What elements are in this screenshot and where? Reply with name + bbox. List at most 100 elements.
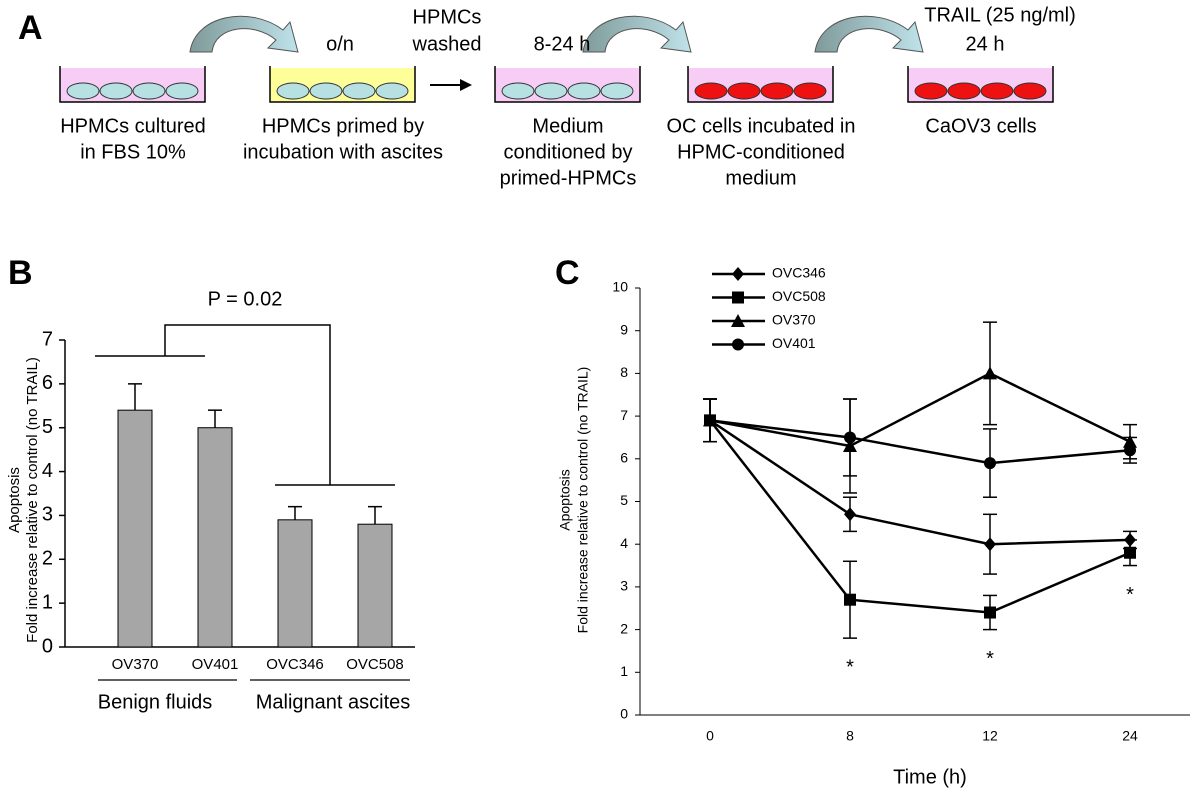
note: 24 h bbox=[966, 33, 1005, 55]
step-label: in FBS 10% bbox=[80, 141, 186, 163]
significance-mark: * bbox=[846, 656, 854, 678]
marker bbox=[1124, 444, 1136, 457]
step-label: OC cells incubated in bbox=[667, 115, 856, 137]
bar bbox=[197, 427, 233, 648]
x-tick-label: 24 bbox=[1122, 728, 1138, 744]
y-tick-label: 6 bbox=[620, 450, 628, 466]
legend-marker bbox=[732, 338, 744, 351]
y-tick-label: 10 bbox=[612, 279, 628, 295]
legend-label: OVC508 bbox=[772, 288, 826, 304]
y-tick-label: 5 bbox=[620, 492, 628, 508]
step-label: CaOV3 cells bbox=[925, 115, 1036, 137]
marker bbox=[844, 593, 856, 606]
dish-wall bbox=[687, 66, 834, 103]
y-tick-label: 3 bbox=[620, 578, 628, 594]
panel-a: A o/n HPMCs washed 8-24 h TRAIL (25 ng/m… bbox=[18, 4, 1076, 189]
marker bbox=[1124, 546, 1136, 559]
significance-mark: * bbox=[1126, 584, 1134, 606]
step-label: conditioned by bbox=[504, 141, 633, 163]
dish-wall bbox=[907, 66, 1054, 103]
legend-label: OVC346 bbox=[772, 265, 826, 281]
cell bbox=[99, 82, 133, 100]
cell bbox=[947, 82, 981, 100]
step-label: Medium bbox=[532, 115, 603, 137]
note: 8-24 h bbox=[534, 33, 591, 55]
marker bbox=[704, 414, 716, 427]
note: o/n bbox=[326, 33, 354, 55]
x-tick-label: 8 bbox=[846, 728, 854, 744]
panel-label: C bbox=[555, 254, 580, 292]
bar bbox=[357, 523, 393, 648]
note: washed bbox=[412, 33, 482, 55]
significance-mark: * bbox=[986, 648, 994, 670]
y-tick-label: 0 bbox=[620, 706, 628, 722]
marker bbox=[984, 537, 996, 552]
cell bbox=[165, 82, 199, 100]
arrow-head bbox=[460, 79, 472, 91]
significance-bracket bbox=[95, 324, 395, 486]
legend-label: OV401 bbox=[772, 335, 816, 351]
marker bbox=[844, 431, 856, 444]
note: TRAIL (25 ng/ml) bbox=[924, 4, 1076, 26]
panel-c: C Apoptosis Fold increase relative to con… bbox=[555, 254, 1190, 788]
x-tick-label: OVC508 bbox=[346, 656, 404, 673]
legend-marker bbox=[732, 267, 744, 281]
y-tick-label: 9 bbox=[620, 321, 628, 337]
cell bbox=[793, 82, 827, 100]
bar bbox=[117, 409, 153, 648]
y-tick-label: 2 bbox=[42, 548, 53, 570]
cell bbox=[980, 82, 1014, 100]
step-label: medium bbox=[725, 167, 796, 189]
note: HPMCs bbox=[413, 6, 482, 28]
y-axis-label: Fold increase relative to control (no TR… bbox=[24, 357, 41, 643]
cell bbox=[1013, 82, 1047, 100]
y-tick-label: 1 bbox=[42, 591, 53, 613]
y-axis-label: Apoptosis bbox=[6, 467, 23, 533]
y-axis-label: Apoptosis bbox=[557, 469, 573, 530]
y-tick-label: 8 bbox=[620, 364, 628, 380]
step-label: HPMCs primed by bbox=[262, 115, 424, 137]
y-axis-label: Fold increase relative to control (no TR… bbox=[575, 367, 591, 634]
y-tick-label: 1 bbox=[620, 663, 628, 679]
cell bbox=[276, 82, 310, 100]
y-tick-label: 4 bbox=[42, 460, 53, 482]
series-line bbox=[709, 419, 1131, 546]
cell bbox=[727, 82, 761, 100]
cell bbox=[309, 82, 343, 100]
x-tick-label: OV401 bbox=[192, 656, 239, 673]
dish-wall bbox=[59, 66, 206, 103]
panel-label: A bbox=[18, 9, 43, 47]
dish-wall bbox=[494, 66, 641, 103]
x-tick-label: OV370 bbox=[112, 656, 159, 673]
cell bbox=[375, 82, 409, 100]
y-tick-label: 2 bbox=[620, 620, 628, 636]
group-label: Benign fluids bbox=[98, 691, 213, 713]
y-tick-label: 6 bbox=[42, 372, 53, 394]
dish-wall bbox=[269, 66, 416, 103]
step-label: primed-HPMCs bbox=[500, 167, 637, 189]
cell bbox=[501, 82, 535, 100]
cell bbox=[760, 82, 794, 100]
series-line bbox=[709, 419, 1131, 614]
cell bbox=[567, 82, 601, 100]
panel-b: B P = 0.02 Benign fluids Malignant ascit… bbox=[6, 254, 415, 713]
curved-arrow bbox=[189, 15, 299, 53]
legend-marker bbox=[732, 291, 744, 304]
panel-label: B bbox=[8, 254, 33, 292]
step-label: incubation with ascites bbox=[243, 141, 443, 163]
cell bbox=[132, 82, 166, 100]
y-tick-label: 5 bbox=[42, 416, 53, 438]
y-tick-label: 4 bbox=[620, 535, 628, 551]
marker bbox=[984, 606, 996, 619]
cell bbox=[694, 82, 728, 100]
curved-arrow bbox=[582, 15, 692, 53]
cell bbox=[914, 82, 948, 100]
legend-label: OV370 bbox=[772, 312, 816, 328]
y-tick-label: 7 bbox=[620, 407, 628, 423]
x-tick-label: 12 bbox=[982, 728, 998, 744]
y-tick-label: 3 bbox=[42, 504, 53, 526]
curved-arrow bbox=[814, 15, 924, 53]
marker bbox=[984, 457, 996, 470]
y-tick-label: 7 bbox=[42, 328, 53, 350]
